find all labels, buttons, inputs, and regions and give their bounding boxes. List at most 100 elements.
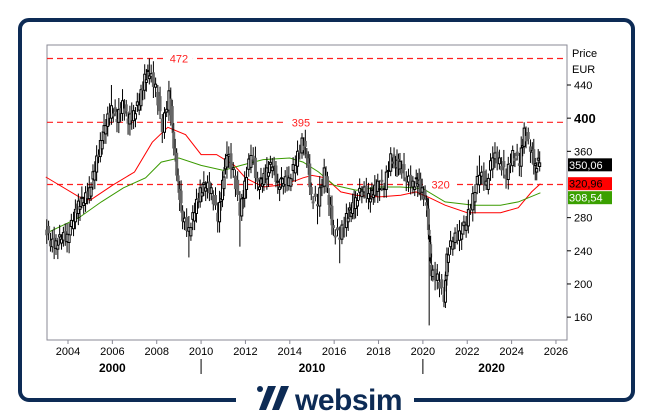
candle-body: [305, 154, 309, 159]
candle: [249, 144, 253, 174]
candle: [367, 182, 371, 210]
candle-body: [435, 273, 439, 281]
candle-body: [355, 200, 359, 207]
candle: [60, 234, 64, 250]
candle-body: [117, 109, 121, 123]
candle-body: [193, 212, 197, 222]
candle: [257, 179, 261, 200]
candle-body: [358, 187, 362, 193]
candle-body: [493, 152, 497, 160]
candle: [106, 106, 110, 137]
candle-body: [423, 189, 427, 195]
candle-body: [526, 132, 530, 140]
candle-body: [139, 89, 143, 107]
candle-body: [486, 177, 490, 190]
candle-body: [462, 221, 466, 227]
candle-body: [279, 177, 283, 180]
candle-body: [398, 160, 402, 170]
candle: [360, 186, 364, 204]
x-tick-label: 2004: [56, 346, 80, 358]
candle-body: [391, 161, 395, 164]
y-axis-title: Price: [572, 48, 597, 60]
level-label: 395: [292, 117, 310, 129]
candle-body: [58, 234, 62, 238]
candle: [78, 198, 82, 221]
candle: [189, 222, 193, 241]
candle-body: [326, 176, 330, 188]
x-tick-label: 2018: [366, 346, 390, 358]
candle: [218, 190, 222, 233]
candle-body: [278, 186, 282, 190]
candle-body: [109, 105, 113, 119]
candle-body: [370, 188, 374, 192]
candle-body: [482, 170, 486, 185]
candle: [376, 173, 380, 203]
y-tick-label: 400: [574, 111, 596, 126]
candle-body: [100, 140, 104, 150]
candle: [486, 173, 490, 195]
candle: [176, 168, 180, 193]
candle: [289, 173, 293, 192]
candle-body: [240, 198, 244, 217]
candle: [200, 183, 204, 202]
candle: [222, 167, 226, 197]
candle-body: [524, 135, 528, 142]
candle-body: [431, 269, 435, 277]
candle-body: [413, 186, 417, 190]
x-tick-label: 2016: [322, 346, 346, 358]
candle-body: [60, 238, 64, 244]
last-value-tag-bg: [568, 158, 612, 172]
candle-body: [135, 101, 139, 106]
candle: [303, 129, 307, 158]
candle: [331, 219, 335, 236]
candle-body: [380, 179, 384, 182]
candle: [473, 184, 477, 214]
candle-body: [508, 162, 512, 166]
candle-body: [497, 157, 501, 165]
candle: [231, 162, 235, 178]
candle: [109, 85, 113, 125]
candle-body: [185, 216, 189, 231]
candle-body: [420, 187, 424, 193]
candle-body: [267, 172, 271, 177]
candle-body: [289, 178, 293, 187]
candle-body: [189, 227, 193, 237]
candle-body: [172, 131, 176, 149]
candle-body: [348, 207, 352, 211]
y-tick-label: 160: [574, 312, 592, 324]
candle-body: [204, 187, 208, 192]
candle-body: [515, 151, 519, 156]
candle-body: [80, 196, 84, 199]
x-tick-label: 2008: [144, 346, 168, 358]
candle: [497, 149, 501, 170]
candle-body: [113, 107, 117, 112]
candle: [137, 93, 141, 116]
candle-body: [144, 79, 148, 84]
candle: [139, 84, 143, 111]
candle-body: [446, 254, 450, 263]
candle: [121, 89, 125, 121]
candle: [80, 186, 84, 209]
candle-body: [460, 233, 464, 240]
candle: [162, 107, 166, 139]
candle-body: [367, 193, 371, 200]
candle-body: [433, 268, 437, 281]
candle-body: [422, 195, 426, 200]
candle: [274, 160, 278, 188]
candle-body: [69, 219, 73, 227]
x-tick-label: 2024: [499, 346, 523, 358]
candle: [451, 236, 455, 256]
level-label: 472: [170, 53, 188, 65]
candle-body: [477, 174, 481, 186]
candle-body: [533, 163, 537, 166]
candle-body: [473, 191, 477, 203]
candle: [170, 99, 174, 134]
y-tick-label: 280: [574, 213, 592, 225]
candle-body: [532, 149, 536, 166]
candle: [56, 237, 60, 260]
candle: [380, 169, 384, 192]
x-tick-label: 2020: [411, 346, 435, 358]
candle-body: [443, 280, 447, 303]
candle-body: [451, 241, 455, 250]
candle: [179, 180, 183, 213]
